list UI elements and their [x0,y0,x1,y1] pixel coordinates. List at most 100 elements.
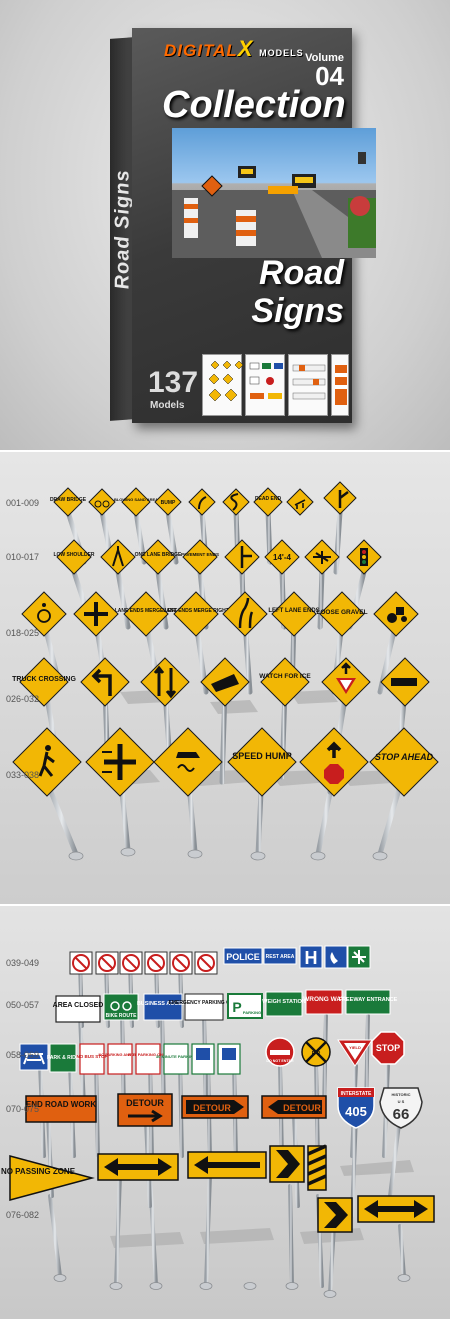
turn-left-icon [80,657,130,707]
sign-business-access: BUSINESS ACCESS [137,993,190,1021]
sign-area-closed: AREA CLOSED [53,995,104,1023]
sign-detour-right: DETOUR [181,1095,249,1119]
svg-text:LANE ENDS MERGE RIGHT: LANE ENDS MERGE RIGHT [163,608,229,614]
svg-text:AREA CLOSED: AREA CLOSED [53,1002,104,1009]
svg-text:NO PASSING ZONE: NO PASSING ZONE [1,1167,76,1176]
sign-parking: P PARKING [227,993,263,1019]
picnic-area-icon [19,1043,49,1071]
svg-text:BIKE ROUTE: BIKE ROUTE [106,1013,138,1019]
svg-text:66: 66 [393,1106,410,1123]
svg-text:DRAW BRIDGE: DRAW BRIDGE [50,497,87,503]
svg-text:WEIGH STATION: WEIGH STATION [262,999,306,1005]
svg-text:SPEED HUMP: SPEED HUMP [232,751,292,761]
thumbnail [245,354,285,416]
row-label: 076-082 [6,1210,40,1220]
sign-detour-arrow: DETOUR [117,1093,173,1127]
collection-title: Collection [162,84,346,126]
row-label: 026-032 [6,694,40,704]
sign-speed-hump: SPEED HUMP [227,727,297,797]
panel-divider [0,450,450,452]
svg-text:P: P [232,999,241,1015]
svg-text:INTERSTATE: INTERSTATE [341,1091,372,1097]
brand-logo: DIGITALX MODELS [164,36,304,61]
sign-emergency-parking: EMERGENCY PARKING ONLY [168,993,240,1021]
railroad-crossing-icon [85,727,155,797]
sign-do-not-enter: DO NOT ENTER [265,1037,295,1067]
tractor-icon [373,591,419,637]
model-count-label: Models [150,400,185,411]
svg-text:PARK & RIDE: PARK & RIDE [47,1055,80,1061]
warning-signs-panel: 001-009 010-017 018-025 026-032 033-038 [0,452,450,904]
svg-text:BUMP: BUMP [161,500,176,506]
airplane-icon [304,539,340,575]
box-spine: Road Signs [110,37,134,421]
svg-text:DETOUR: DETOUR [193,1103,231,1113]
svg-text:HISTORIC: HISTORIC [391,1092,410,1097]
winding-road-icon [222,488,250,516]
svg-text:STOP: STOP [376,1043,400,1053]
svg-text:BUSINESS ACCESS: BUSINESS ACCESS [137,1001,190,1007]
svg-text:END ROAD WORK: END ROAD WORK [26,1100,96,1109]
sign-pavement-ends: PAVEMENT ENDS [181,539,219,575]
svg-text:LOW SHOULDER: LOW SHOULDER [53,552,94,558]
yield-ahead-icon [321,657,371,707]
cover-photo [172,128,376,258]
sign-rest-area: REST AREA [263,947,297,965]
sign-bike-route: BIKE ROUTE [103,993,139,1021]
svg-text:REST AREA: REST AREA [266,954,295,960]
no-parking-icon [144,951,168,975]
sign-merge-left: LANE ENDS MERGE LEFT [115,591,177,637]
fire-truck-icon [380,657,430,707]
sign-merge-right: LANE ENDS MERGE RIGHT [163,591,229,637]
row-label: 050-057 [6,1000,40,1010]
sign-no-parking-anytime: NO PARKING ANY TIME [99,1043,142,1075]
truck-tipping-icon [200,657,250,707]
curve-right-icon [188,488,216,516]
sign-truck-crossing: TRUCK CROSSING [12,657,76,707]
sign-detour-left: DETOUR [261,1095,327,1119]
sign-wrong-way: WRONG WAY [303,989,345,1015]
svg-text:FREEWAY ENTRANCE: FREEWAY ENTRANCE [339,997,398,1003]
sign-end-road-work: END ROAD WORK [25,1095,97,1123]
sign-weigh-station: WEIGH STATION [262,991,306,1017]
thumbnail [288,354,328,416]
thumbnail [331,354,349,416]
pole-bases [68,847,388,861]
object-marker-icon [307,1144,327,1191]
svg-text:STOP AHEAD: STOP AHEAD [375,752,434,762]
no-pedestrians-icon [119,951,143,975]
svg-text:R R: R R [312,1051,321,1057]
row-label: 070-075 [6,1104,40,1114]
bicycle-icon [88,488,116,516]
sign-police: POLICE [223,947,263,965]
sign-park-and-ride: PARK & RIDE [47,1043,80,1073]
handicap-parking-icon [191,1043,215,1075]
sign-railroad-crossing: R R [301,1037,331,1067]
svg-text:PAVEMENT ENDS: PAVEMENT ENDS [181,552,219,557]
svg-text:14'-4: 14'-4 [273,553,291,562]
warning-signs-render: DRAW BRIDGE BLOWING SAND AREA BUMP DEAD … [12,481,439,861]
pole-bases [53,1274,411,1298]
airport-icon [347,945,371,969]
svg-text:30 MINUTE PARKING: 30 MINUTE PARKING [156,1054,196,1059]
telephone-icon [324,945,348,969]
sign-dead-end: DEAD END [253,487,283,517]
svg-text:EMERGENCY PARKING ONLY: EMERGENCY PARKING ONLY [168,1000,240,1006]
side-road-left-icon [224,539,260,575]
sign-freeway-entrance: FREEWAY ENTRANCE [339,989,398,1015]
no-trucks-icon [169,951,193,975]
sign-one-lane-bridge: ONE LANE BRIDGE [135,539,182,575]
svg-text:WRONG WAY: WRONG WAY [303,996,345,1003]
sign-bus-parking: BUS PARKING ONLY [128,1043,168,1075]
box-front: DIGITALX MODELS Volume 04 Collection [132,28,376,423]
side-road-icon [323,481,357,515]
svg-text:DEAD END: DEAD END [255,496,282,502]
svg-text:DETOUR: DETOUR [283,1103,321,1113]
sign-low-shoulder: LOW SHOULDER [53,539,95,575]
stop-ahead-icon [299,727,369,797]
svg-text:405: 405 [345,1104,367,1119]
svg-text:U S: U S [398,1099,405,1104]
sign-no-passing-zone: NO PASSING ZONE [1,1155,95,1201]
svg-text:ONE LANE BRIDGE: ONE LANE BRIDGE [135,552,182,558]
sign-no-bus-stop: NO BUS STOP [77,1043,107,1075]
